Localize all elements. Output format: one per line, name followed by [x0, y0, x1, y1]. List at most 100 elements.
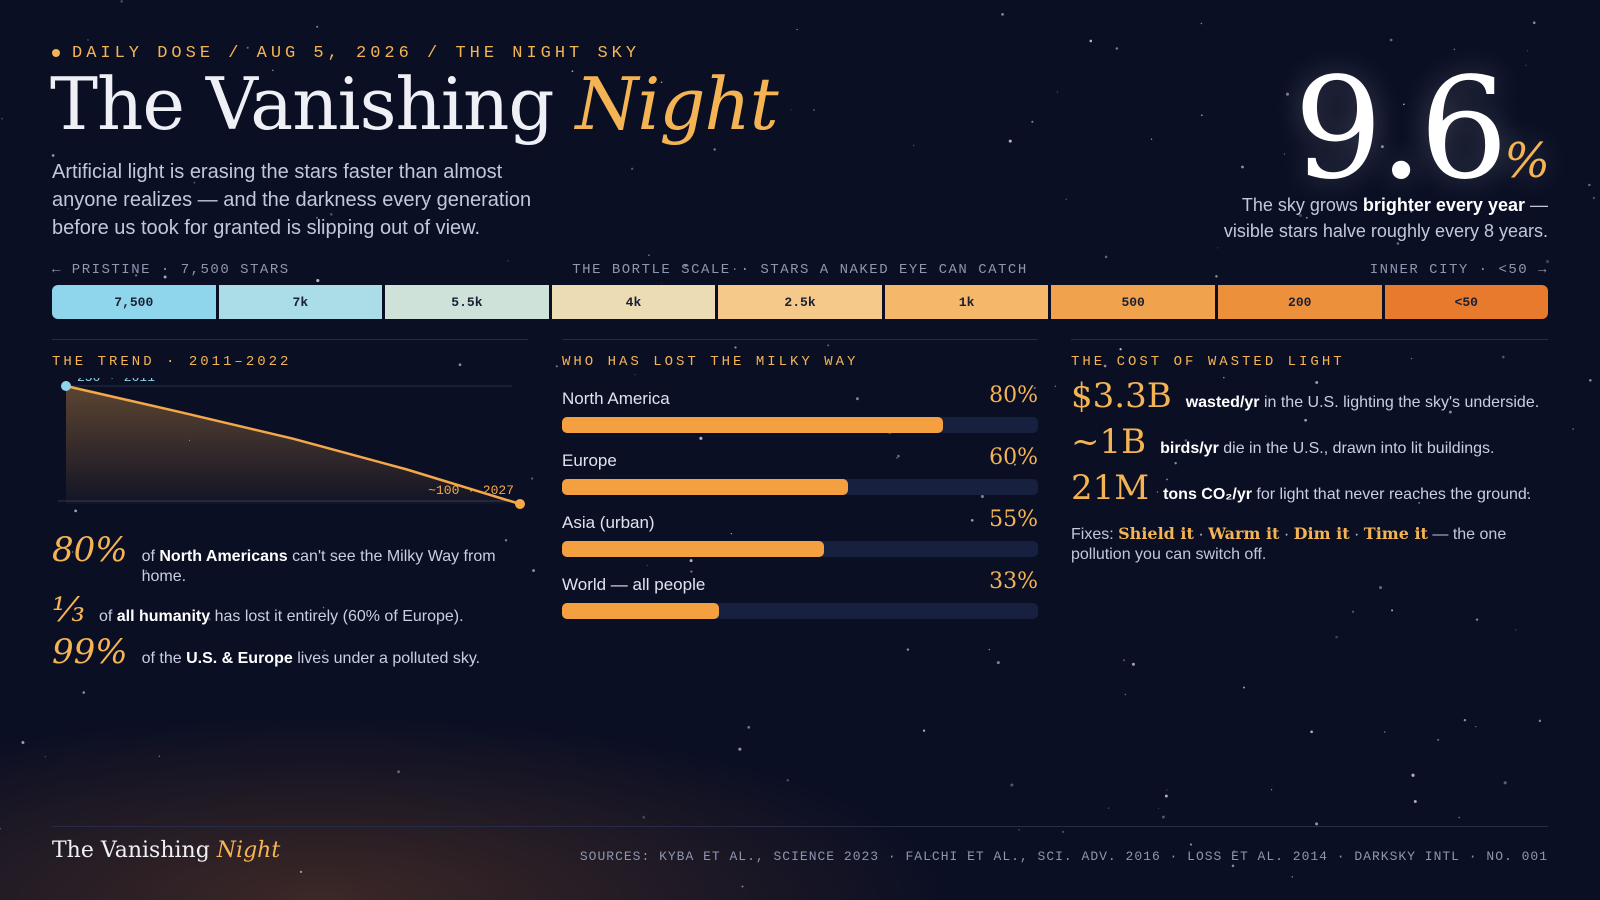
fix-action: Warm it [1208, 524, 1280, 543]
star [87, 39, 89, 41]
bar-track [562, 479, 1038, 495]
star [922, 729, 926, 732]
star [1122, 659, 1126, 662]
star [1150, 138, 1153, 140]
fact-text: of all humanity has lost it entirely (60… [99, 607, 464, 627]
star [660, 282, 662, 284]
star [193, 181, 196, 184]
cost-unit: wasted/yr [1185, 394, 1260, 411]
star [1525, 64, 1527, 67]
bar-row: World — all people 33% [562, 569, 1038, 619]
star [1453, 48, 1456, 51]
star [796, 28, 798, 31]
fact-text-part: of [98, 608, 117, 625]
scale-level: 200 [1217, 285, 1382, 319]
star [1572, 428, 1574, 430]
star [929, 855, 932, 857]
star [813, 109, 815, 111]
star [896, 456, 898, 459]
star [1351, 610, 1355, 613]
star [1007, 509, 1010, 512]
star [913, 144, 915, 147]
scale-level: 7k [218, 285, 383, 319]
bar-value-label: 33% [989, 569, 1038, 594]
star [1335, 635, 1339, 639]
star [299, 870, 303, 873]
star [120, 0, 123, 3]
headline-stat: 9.6% [1294, 48, 1550, 211]
scale-level: <50 [1384, 285, 1549, 319]
star [660, 81, 663, 83]
point-label: 250 · 2011 [77, 378, 155, 385]
star [1458, 816, 1461, 819]
cost-text: wasted/yr in the U.S. lighting the sky's… [1186, 394, 1539, 412]
star [689, 559, 693, 563]
star [630, 167, 634, 170]
scale-level: 2.5k [718, 285, 882, 319]
star [988, 648, 991, 651]
footer-brand: The Vanishing Night [52, 838, 280, 863]
star [1592, 196, 1596, 200]
scale-level: 5.5k [385, 285, 549, 319]
star [322, 606, 325, 609]
star [1206, 487, 1210, 490]
star [44, 755, 46, 758]
section-title: THE TREND · 2011–2022 [52, 354, 292, 370]
trend-chart: 250 · 2011 ~100 · 2027 [58, 378, 525, 509]
star [323, 649, 326, 652]
star [786, 778, 790, 782]
star [1526, 491, 1530, 495]
star [1285, 92, 1289, 96]
scale-left-label: ← PRISTINE · 7,500 STARS [52, 262, 290, 278]
fixes-tail: — the one pollution you can switch off. [1071, 526, 1507, 563]
bar-value-label: 80% [989, 383, 1038, 408]
star [1538, 719, 1542, 723]
title-text: The Vanishing [50, 62, 554, 146]
star [1283, 153, 1285, 155]
star [734, 346, 737, 349]
star [1124, 693, 1127, 696]
star [1103, 364, 1107, 368]
star [1131, 662, 1135, 666]
scale-level: 1k [884, 285, 1049, 319]
star [1475, 726, 1477, 728]
star [1, 117, 4, 120]
fact-figure: 80% [52, 530, 128, 570]
star [730, 532, 733, 535]
bar-label: North America [562, 389, 670, 408]
star [181, 553, 185, 557]
star [1217, 247, 1219, 249]
fix-action: Shield it [1118, 524, 1194, 543]
star [272, 69, 274, 72]
star [74, 509, 78, 513]
star [1291, 876, 1293, 878]
star [1062, 830, 1065, 833]
star [571, 70, 574, 73]
cost-unit: tons CO₂/yr [1163, 486, 1252, 503]
star [1463, 718, 1467, 722]
fixes-separator: · [1279, 526, 1294, 543]
star [82, 691, 86, 694]
trend-line [65, 384, 521, 506]
bar-row: North America 80% [562, 383, 1038, 433]
trend-point [61, 381, 71, 391]
cost-desc: for light that never reaches the ground. [1251, 486, 1532, 503]
star [315, 216, 318, 219]
fix-action: Time it [1363, 524, 1428, 543]
star [1315, 822, 1319, 826]
bar-label: Asia (urban) [562, 513, 655, 532]
star [1031, 120, 1034, 123]
fact-bold: all humanity [116, 608, 211, 625]
star [855, 397, 859, 401]
star [1184, 439, 1188, 442]
star [1503, 781, 1507, 785]
star [741, 885, 744, 888]
star [504, 539, 508, 542]
cost-text: tons CO₂/yr for light that never reaches… [1163, 486, 1531, 504]
bar-row: Asia (urban) 55% [562, 507, 1038, 557]
star [1502, 355, 1505, 359]
star [163, 275, 167, 279]
stat-unit: % [1504, 133, 1550, 189]
bar [562, 479, 848, 495]
fixes-separator: · [1349, 526, 1364, 543]
